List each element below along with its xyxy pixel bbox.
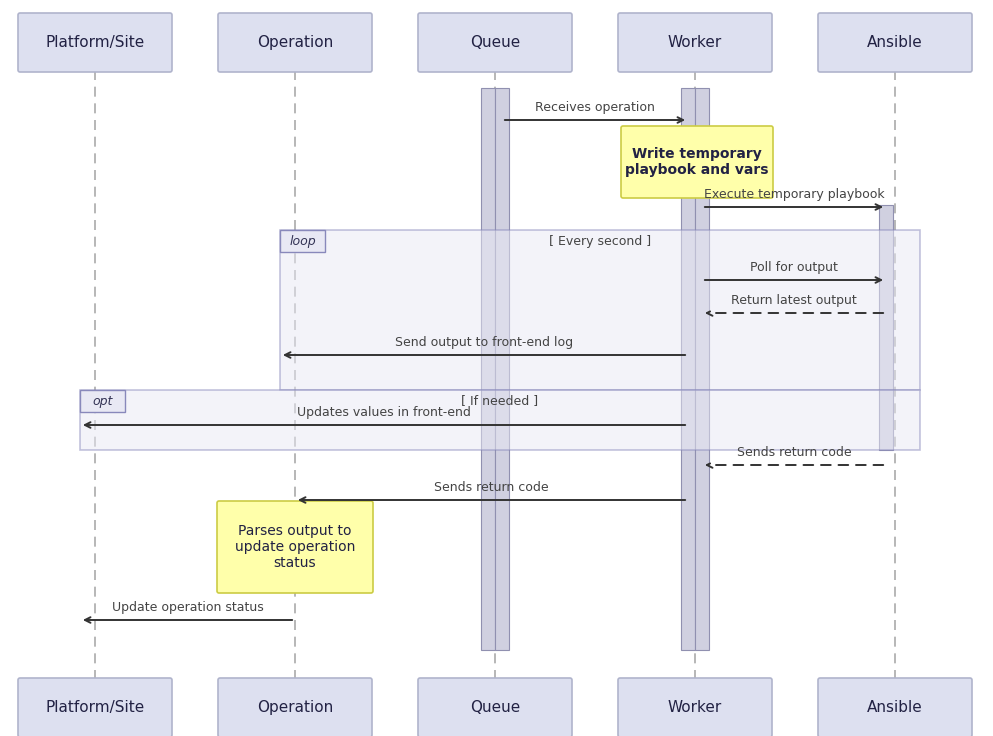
Text: Worker: Worker bbox=[668, 700, 722, 715]
Text: Return latest output: Return latest output bbox=[731, 294, 857, 307]
FancyBboxPatch shape bbox=[217, 501, 373, 593]
Text: Parses output to
update operation
status: Parses output to update operation status bbox=[234, 524, 355, 570]
Bar bbox=[879, 205, 893, 450]
FancyBboxPatch shape bbox=[218, 13, 372, 72]
FancyBboxPatch shape bbox=[218, 678, 372, 736]
Text: Sends return code: Sends return code bbox=[737, 446, 851, 459]
FancyBboxPatch shape bbox=[18, 13, 172, 72]
Text: loop: loop bbox=[289, 235, 316, 247]
Bar bbox=[495, 88, 509, 650]
FancyBboxPatch shape bbox=[18, 678, 172, 736]
Bar bbox=[80, 390, 920, 450]
Bar bbox=[280, 230, 325, 252]
Bar bbox=[280, 230, 920, 390]
Text: Updates values in front-end: Updates values in front-end bbox=[297, 406, 471, 419]
Text: [ Every second ]: [ Every second ] bbox=[549, 235, 651, 247]
Text: Receives operation: Receives operation bbox=[535, 101, 655, 114]
FancyBboxPatch shape bbox=[618, 13, 772, 72]
Text: opt: opt bbox=[92, 394, 112, 408]
Text: Ansible: Ansible bbox=[867, 35, 922, 50]
FancyBboxPatch shape bbox=[418, 13, 572, 72]
Bar bbox=[681, 88, 695, 650]
Text: Send output to front-end log: Send output to front-end log bbox=[395, 336, 573, 349]
Text: Platform/Site: Platform/Site bbox=[46, 35, 145, 50]
Text: Queue: Queue bbox=[470, 35, 520, 50]
Text: Platform/Site: Platform/Site bbox=[46, 700, 145, 715]
Text: Queue: Queue bbox=[470, 700, 520, 715]
Text: Worker: Worker bbox=[668, 35, 722, 50]
Text: Execute temporary playbook: Execute temporary playbook bbox=[704, 188, 885, 201]
FancyBboxPatch shape bbox=[818, 13, 972, 72]
Bar bbox=[80, 390, 125, 412]
Text: Poll for output: Poll for output bbox=[750, 261, 838, 274]
Text: Update operation status: Update operation status bbox=[111, 601, 263, 614]
Bar bbox=[695, 88, 709, 650]
FancyBboxPatch shape bbox=[418, 678, 572, 736]
Text: Sends return code: Sends return code bbox=[434, 481, 549, 494]
FancyBboxPatch shape bbox=[621, 126, 773, 198]
Bar bbox=[481, 88, 495, 650]
Text: [ If needed ]: [ If needed ] bbox=[462, 394, 538, 408]
Text: Operation: Operation bbox=[257, 35, 333, 50]
FancyBboxPatch shape bbox=[618, 678, 772, 736]
FancyBboxPatch shape bbox=[818, 678, 972, 736]
Text: Operation: Operation bbox=[257, 700, 333, 715]
Text: Ansible: Ansible bbox=[867, 700, 922, 715]
Text: Write temporary
playbook and vars: Write temporary playbook and vars bbox=[626, 147, 769, 177]
